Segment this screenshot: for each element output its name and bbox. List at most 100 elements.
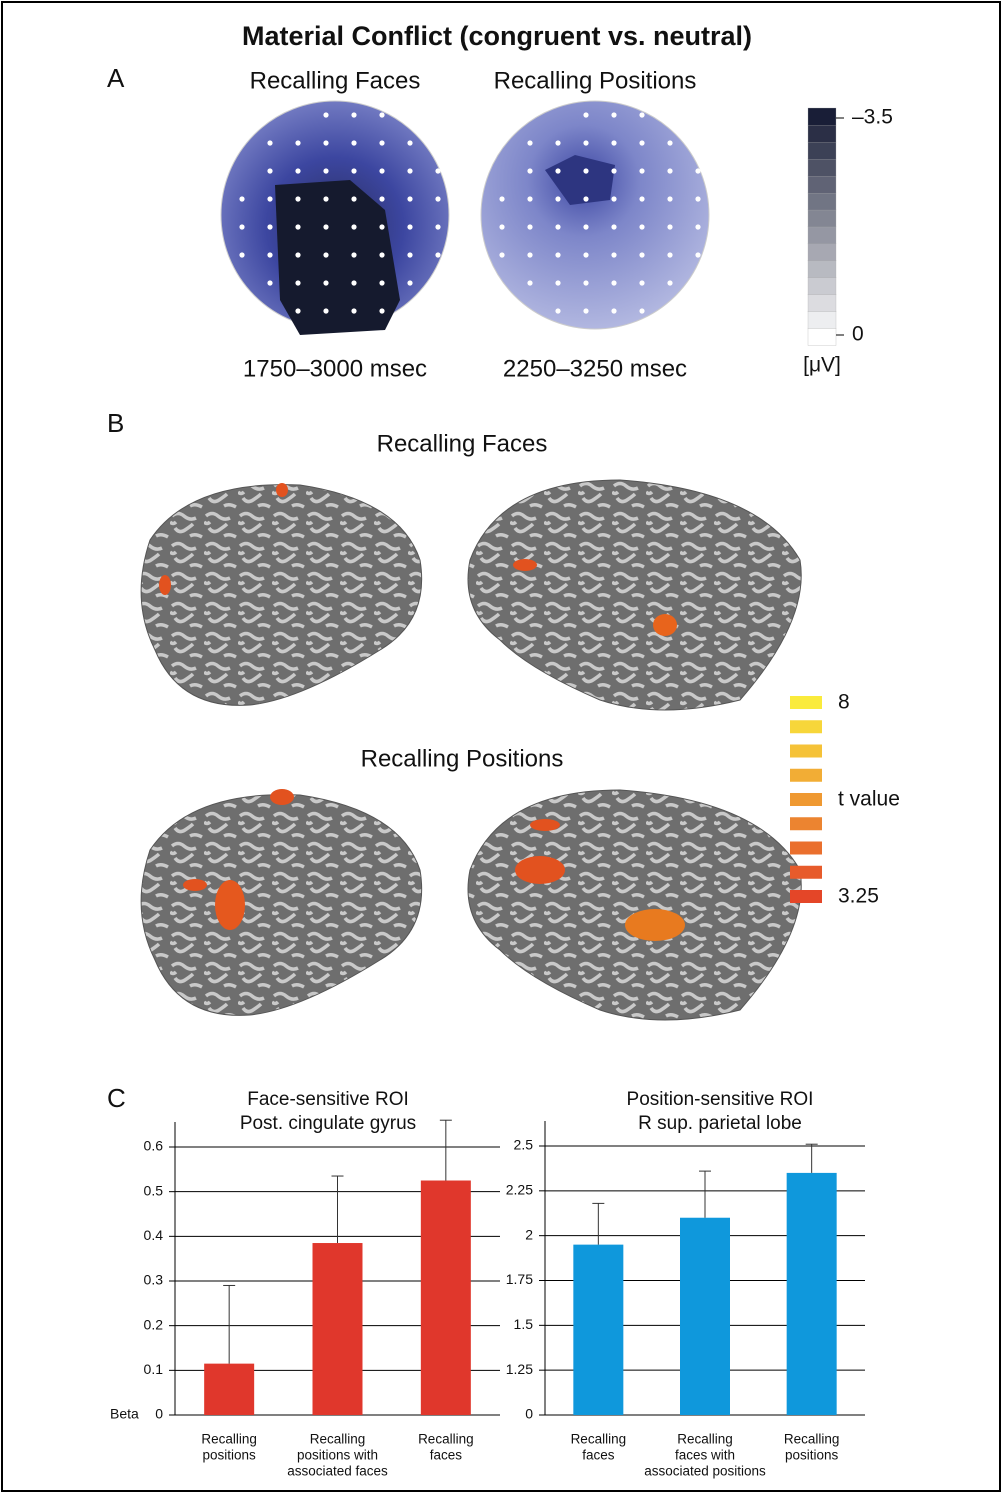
colorbar-step <box>807 277 837 295</box>
electrode <box>611 280 617 286</box>
topo-region <box>545 155 615 205</box>
electrode <box>611 196 617 202</box>
bar <box>680 1217 730 1415</box>
topo-region <box>275 180 400 335</box>
electrode <box>379 196 385 202</box>
electrode <box>527 168 533 174</box>
colorbar-step <box>790 865 822 879</box>
chart-title: Position-sensitive ROI <box>627 1089 814 1110</box>
electrode <box>351 280 357 286</box>
electrode <box>323 308 329 314</box>
colorbar-label: 8 <box>838 691 850 714</box>
colorbar-label: 0 <box>852 323 864 346</box>
bar <box>420 1180 471 1415</box>
x-tick-label: faces <box>582 1448 615 1463</box>
x-tick-label: Recalling <box>784 1432 840 1447</box>
colorbar-step <box>790 817 822 831</box>
colorbar-step <box>790 768 822 782</box>
y-tick-label: 0.1 <box>144 1361 164 1377</box>
electrode <box>611 168 617 174</box>
y-tick-label: 1.5 <box>514 1316 534 1332</box>
row-title: Recalling Positions <box>361 745 564 772</box>
electrode <box>239 252 245 258</box>
electrode <box>555 308 561 314</box>
electrode <box>323 224 329 230</box>
x-tick-label: Recalling <box>571 1432 627 1447</box>
electrode <box>639 196 645 202</box>
electrode <box>639 140 645 146</box>
bar <box>204 1363 255 1415</box>
electrode <box>239 224 245 230</box>
electrode <box>379 112 385 118</box>
colorbar-step <box>807 294 837 312</box>
bar <box>312 1243 363 1415</box>
topo-map <box>480 100 710 330</box>
brain-images <box>140 479 802 1021</box>
colorbar-step <box>807 327 837 346</box>
bar <box>786 1172 837 1415</box>
y-axis-label: Beta <box>110 1406 139 1422</box>
electrode <box>295 196 301 202</box>
electrode <box>435 168 441 174</box>
electrode <box>323 252 329 258</box>
chart-title: Post. cingulate gyrus <box>240 1113 416 1134</box>
electrode <box>667 280 673 286</box>
map-time: 2250–3250 msec <box>503 355 687 382</box>
electrode <box>435 252 441 258</box>
electrode <box>639 308 645 314</box>
colorbar: 8 3.25 t value <box>790 691 900 908</box>
electrode <box>639 224 645 230</box>
electrode <box>267 224 273 230</box>
electrode <box>611 224 617 230</box>
colorbar-step <box>790 720 822 734</box>
electrode <box>407 252 413 258</box>
x-tick-label: positions with <box>297 1448 378 1463</box>
map-title: Recalling Positions <box>494 67 697 94</box>
electrode <box>583 168 589 174</box>
electrode <box>295 140 301 146</box>
electrode <box>555 280 561 286</box>
electrode <box>407 224 413 230</box>
electrode <box>295 308 301 314</box>
colorbar-step <box>790 793 822 806</box>
colorbar-step <box>807 310 837 329</box>
electrode <box>611 140 617 146</box>
y-tick-label: 0 <box>525 1406 533 1422</box>
electrode <box>555 224 561 230</box>
electrode <box>407 140 413 146</box>
chart-title: Face-sensitive ROI <box>247 1089 409 1110</box>
electrode <box>555 168 561 174</box>
colorbar-title: t value <box>838 788 900 811</box>
colorbar-unit: [μV] <box>803 354 841 377</box>
figure-title: Material Conflict (congruent vs. neutral… <box>242 21 752 51</box>
electrode <box>323 112 329 118</box>
electrode <box>527 196 533 202</box>
electrode <box>351 252 357 258</box>
electrode <box>323 140 329 146</box>
electrode <box>499 224 505 230</box>
electrode <box>583 280 589 286</box>
electrode <box>695 224 701 230</box>
electrode <box>611 112 617 118</box>
panel-label: A <box>107 63 125 93</box>
colorbar-step <box>807 158 837 177</box>
electrode <box>379 308 385 314</box>
electrode <box>527 252 533 258</box>
electrode <box>379 140 385 146</box>
electrode <box>583 112 589 118</box>
colorbar-step <box>807 226 837 245</box>
electrode <box>667 196 673 202</box>
panel-label: B <box>107 408 124 438</box>
row-title: Recalling Faces <box>377 430 548 457</box>
electrode <box>639 112 645 118</box>
electrode <box>555 140 561 146</box>
y-tick-label: 2.25 <box>506 1182 533 1198</box>
electrode <box>527 224 533 230</box>
electrode <box>435 224 441 230</box>
x-tick-label: Recalling <box>310 1432 366 1447</box>
colorbar-step <box>790 841 822 855</box>
electrode <box>667 252 673 258</box>
electrode <box>267 168 273 174</box>
y-tick-label: 1.75 <box>506 1271 533 1287</box>
